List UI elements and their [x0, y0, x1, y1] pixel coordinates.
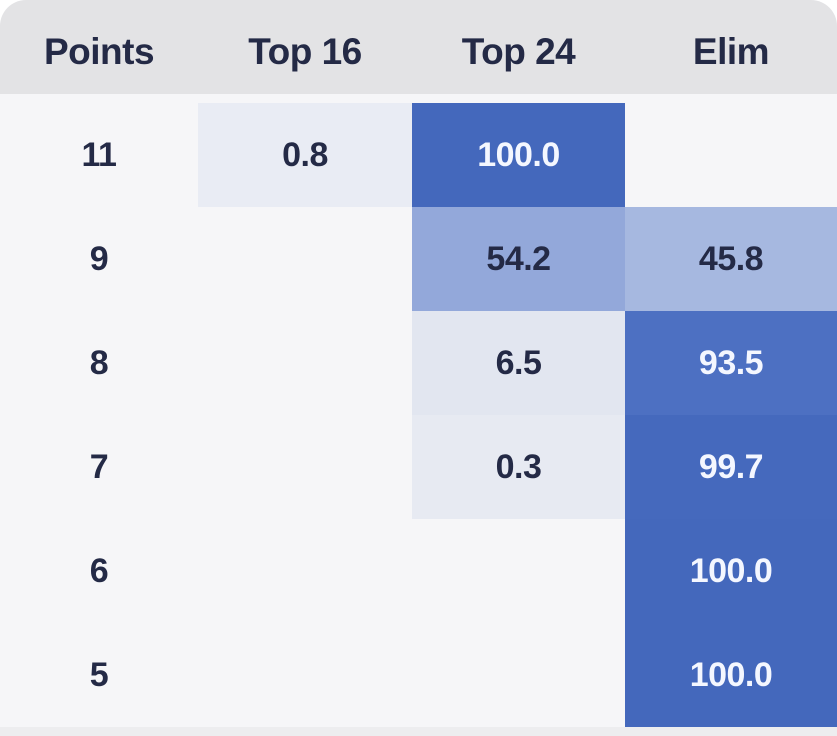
top24-cell: [412, 623, 625, 727]
points-cell: 5: [89, 655, 109, 694]
table-row: 11 0.8 100.0: [0, 103, 837, 207]
table-bottom-edge: [0, 727, 837, 736]
top16-cell: [198, 623, 412, 727]
points-cell: 9: [89, 239, 109, 278]
table-row: 8 6.5 93.5: [0, 311, 837, 415]
column-header-top24: Top 24: [461, 31, 576, 72]
points-cell: 7: [89, 447, 109, 486]
points-cell: 11: [81, 135, 117, 174]
top16-cell: [198, 415, 412, 519]
top16-cell: [198, 311, 412, 415]
top24-cell: 6.5: [412, 311, 625, 415]
points-cell: 8: [89, 343, 109, 382]
top24-cell: [412, 519, 625, 623]
elim-cell: 99.7: [625, 415, 837, 519]
top16-cell: 0.8: [198, 103, 412, 207]
table-row: 9 54.2 45.8: [0, 207, 837, 311]
points-cell: 6: [89, 551, 109, 590]
elim-cell: [625, 103, 837, 207]
table-row: 7 0.3 99.7: [0, 415, 837, 519]
elim-cell: 93.5: [625, 311, 837, 415]
table-row: 5 100.0: [0, 623, 837, 727]
elim-cell: 100.0: [625, 623, 837, 727]
elim-cell: 45.8: [625, 207, 837, 311]
top24-cell: 0.3: [412, 415, 625, 519]
top16-cell: [198, 519, 412, 623]
top24-cell: 100.0: [412, 103, 625, 207]
top16-cell: [198, 207, 412, 311]
column-header-elim: Elim: [692, 31, 770, 72]
top24-cell: 54.2: [412, 207, 625, 311]
elim-cell: 100.0: [625, 519, 837, 623]
table-body: 11 0.8 100.0 9 54.2 45.8 8 6.5 93.5 7 0: [0, 94, 837, 727]
column-header-top16: Top 16: [248, 31, 362, 72]
column-header-points: Points: [43, 31, 155, 72]
table-header: Points Top 16 Top 24 Elim: [0, 0, 837, 94]
table-row: 6 100.0: [0, 519, 837, 623]
